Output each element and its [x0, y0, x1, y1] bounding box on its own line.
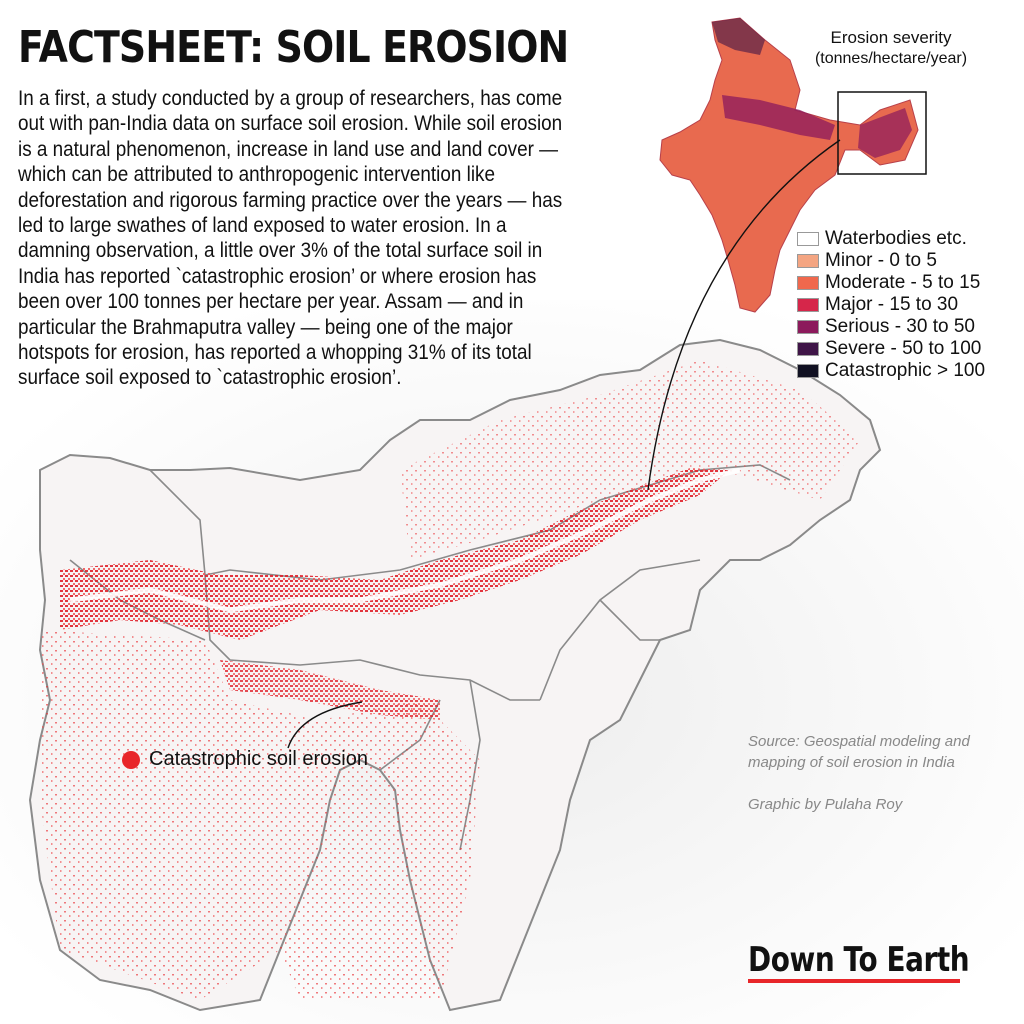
callout-label: Catastrophic soil erosion [149, 748, 368, 770]
legend-units: (tonnes/hectare/year) [814, 50, 968, 67]
legend-swatch [797, 364, 819, 378]
scattered-erosion [40, 630, 480, 1000]
legend-swatch [797, 232, 819, 246]
legend-item-catastrophic: Catastrophic > 100 [797, 360, 985, 382]
legend-swatch [797, 320, 819, 334]
india-gangetic-dark-band [722, 95, 835, 140]
legend-label: Severe - 50 to 100 [825, 338, 982, 359]
legend-swatch [797, 254, 819, 268]
red-dot-icon [122, 750, 140, 769]
legend-item-waterbodies: Waterbodies etc. [797, 228, 985, 250]
legend-swatch [797, 298, 819, 312]
page-title: FACTSHEET: SOIL EROSION [18, 22, 569, 73]
india-inset-map [659, 17, 927, 313]
brahmaputra-erosion-band [60, 468, 730, 640]
legend-swatch [797, 276, 819, 290]
erosion-legend: Waterbodies etc. Minor - 0 to 5 Moderate… [797, 228, 985, 382]
graphic-credit: Graphic by Pulaha Roy [748, 796, 903, 813]
legend-label: Catastrophic > 100 [825, 360, 986, 381]
india-himalaya-dark [712, 18, 765, 55]
legend-label: Minor - 0 to 5 [825, 250, 937, 271]
legend-title: Erosion severity [830, 28, 952, 47]
legend-swatch [797, 342, 819, 356]
legend-label: Waterbodies etc. [825, 228, 967, 249]
logo-underline [748, 979, 960, 983]
legend-item-minor: Minor - 0 to 5 [797, 250, 985, 272]
barak-erosion-band [220, 660, 440, 720]
legend-item-severe: Severe - 50 to 100 [797, 338, 985, 360]
legend-item-serious: Serious - 30 to 50 [797, 316, 985, 338]
callout-connector-line [287, 701, 363, 749]
source-note: Source: Geospatial modeling and mapping … [748, 733, 970, 771]
down-to-earth-logo: Down To Earth [748, 940, 970, 980]
india-northeast-dark [858, 108, 912, 158]
catastrophic-callout: Catastrophic soil erosion [122, 748, 368, 771]
legend-label: Moderate - 5 to 15 [825, 272, 981, 293]
legend-label: Major - 15 to 30 [825, 294, 959, 315]
intro-paragraph: In a first, a study conducted by a group… [18, 87, 563, 390]
legend-item-moderate: Moderate - 5 to 15 [797, 272, 985, 294]
inset-connector-line [647, 139, 841, 491]
legend-label: Serious - 30 to 50 [825, 316, 975, 337]
india-outline [659, 17, 919, 313]
inset-highlight-box [837, 91, 927, 175]
brahmaputra-river [69, 467, 741, 613]
legend-item-major: Major - 15 to 30 [797, 294, 985, 316]
scattered-erosion-north [400, 360, 860, 560]
